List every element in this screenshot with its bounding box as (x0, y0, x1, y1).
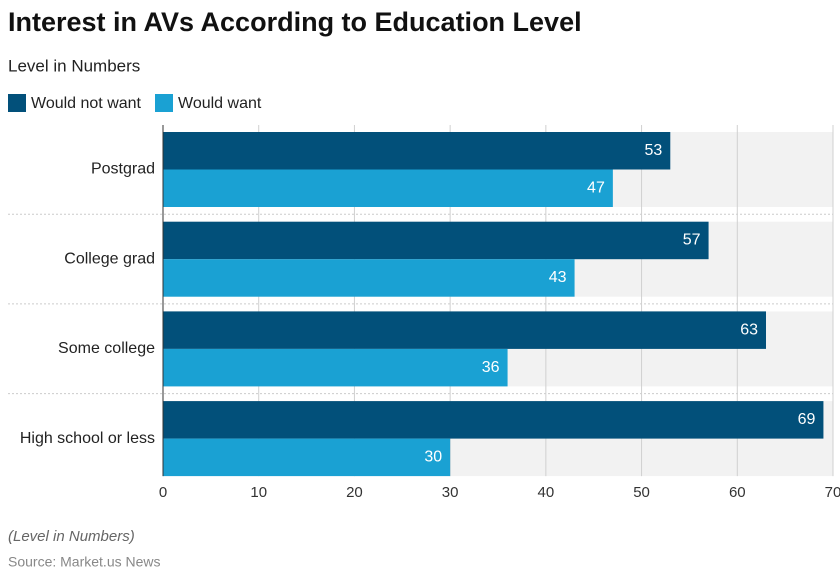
bar (163, 221, 709, 260)
x-tick-label: 30 (442, 484, 459, 501)
legend-swatch (8, 94, 26, 112)
bar (163, 259, 575, 297)
x-tick-label: 40 (538, 484, 555, 501)
x-tick-label: 50 (633, 484, 650, 501)
value-label: 57 (683, 232, 701, 249)
value-label: 36 (482, 359, 500, 376)
x-tick-label: 60 (729, 484, 746, 501)
legend-label: Would not want (31, 95, 142, 112)
y-tick-label: High school or less (20, 430, 155, 447)
note: (Level in Numbers) (8, 528, 135, 545)
x-tick-label: 70 (825, 484, 840, 501)
value-label: 63 (740, 321, 758, 338)
y-tick-label: Postgrad (91, 161, 155, 178)
bar (163, 401, 824, 439)
y-tick-label: Some college (58, 340, 155, 357)
bar (163, 311, 766, 349)
bar (163, 132, 671, 170)
legend-label: Would want (178, 95, 262, 112)
chart-title: Interest in AVs According to Education L… (8, 7, 582, 37)
x-tick-label: 10 (250, 484, 267, 501)
value-label: 47 (587, 179, 605, 196)
value-label: 69 (798, 411, 816, 428)
bar (163, 348, 508, 387)
x-tick-label: 0 (159, 484, 167, 501)
bar (163, 438, 451, 477)
chart-subtitle: Level in Numbers (8, 56, 140, 75)
value-label: 30 (424, 449, 442, 466)
x-tick-label: 20 (346, 484, 363, 501)
legend-swatch (155, 94, 173, 112)
value-label: 53 (644, 142, 662, 159)
y-tick-label: College grad (64, 250, 155, 267)
value-label: 43 (549, 269, 567, 286)
bar (163, 169, 613, 207)
source: Source: Market.us News (8, 554, 161, 570)
